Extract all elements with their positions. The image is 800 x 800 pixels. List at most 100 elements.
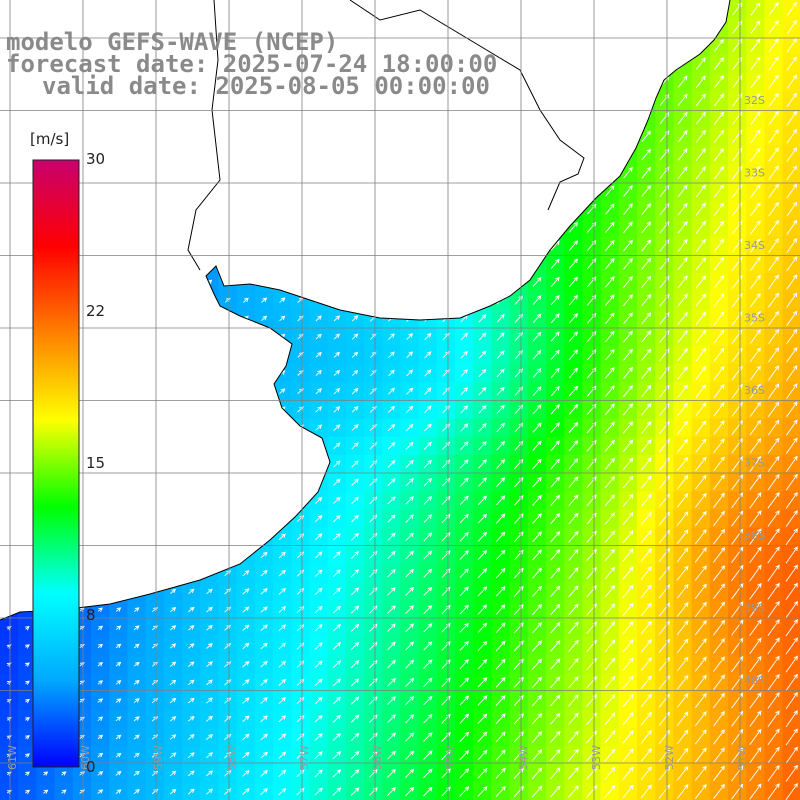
wind-arrow <box>768 38 779 53</box>
wind-arrow <box>477 622 488 633</box>
wind-arrow <box>314 496 323 504</box>
wind-arrow <box>640 693 652 708</box>
wind-arrow <box>350 660 360 669</box>
wind-arrow <box>61 771 67 776</box>
wind-arrow <box>495 749 506 761</box>
wind-arrow <box>786 237 798 253</box>
wind-arrow <box>314 787 323 796</box>
wind-arrow <box>423 750 433 760</box>
wind-arrow <box>97 716 104 722</box>
wind-arrow <box>622 584 634 598</box>
wind-arrow <box>333 496 341 504</box>
wind-arrow <box>622 621 634 635</box>
wind-arrow <box>713 710 725 727</box>
wind-arrow <box>767 692 780 709</box>
wind-arrow <box>767 655 780 673</box>
wind-arrow <box>622 439 634 452</box>
wind-arrow <box>641 366 652 380</box>
wind-arrow <box>713 729 725 745</box>
wind-arrow <box>97 680 104 685</box>
wind-arrow <box>750 238 761 253</box>
wind-arrow <box>460 423 469 432</box>
wind-arrow <box>224 661 232 668</box>
wind-arrow <box>351 442 359 450</box>
wind-arrow <box>640 675 652 690</box>
wind-arrow <box>749 564 762 582</box>
wind-arrow <box>786 110 798 126</box>
wind-arrow <box>405 696 415 706</box>
wind-arrow <box>550 476 561 488</box>
wind-arrow <box>767 600 780 618</box>
wind-arrow <box>677 166 688 179</box>
wind-arrow <box>224 751 232 759</box>
wind-arrow <box>170 661 177 667</box>
wind-arrow <box>604 403 615 416</box>
wind-arrow <box>133 752 140 758</box>
wind-arrow <box>368 732 378 742</box>
wind-arrow <box>387 441 396 450</box>
wind-arrow <box>641 221 652 234</box>
wind-arrow <box>767 546 780 564</box>
wind-arrow <box>695 57 706 70</box>
wind-arrow <box>623 239 633 252</box>
wind-arrow <box>477 640 488 652</box>
wind-arrow <box>333 406 341 413</box>
wind-arrow <box>531 731 543 743</box>
wind-arrow <box>477 731 488 743</box>
wind-arrow <box>278 787 287 796</box>
wind-arrow <box>749 728 762 745</box>
wind-arrow <box>550 531 561 543</box>
wind-arrow <box>749 710 762 727</box>
wind-arrow <box>695 148 706 161</box>
wind-arrow <box>532 276 542 287</box>
wind-arrow <box>296 569 305 577</box>
wind-arrow <box>676 656 689 672</box>
wind-arrow <box>514 477 524 488</box>
wind-arrow <box>622 457 634 471</box>
wind-arrow <box>640 584 652 599</box>
wind-arrow <box>677 239 688 252</box>
wind-arrow <box>350 787 360 796</box>
wind-arrow <box>640 639 652 653</box>
wind-arrow <box>786 310 798 326</box>
wind-arrow <box>187 770 195 777</box>
wind-arrow <box>605 312 615 324</box>
wind-arrow <box>477 659 488 670</box>
wind-arrow <box>477 695 488 706</box>
wind-arrow <box>568 585 579 598</box>
wind-arrow <box>786 147 798 162</box>
wind-arrow <box>714 75 724 89</box>
wind-arrow <box>568 367 579 379</box>
wind-arrow <box>768 219 779 235</box>
wind-arrow <box>767 728 780 746</box>
wind-arrow <box>224 679 232 686</box>
wind-arrow <box>133 698 140 704</box>
wind-arrow <box>43 789 49 794</box>
wind-arrow <box>351 351 359 358</box>
wind-arrow <box>332 660 341 669</box>
wind-arrow <box>459 731 470 743</box>
wind-arrow <box>423 477 433 487</box>
wind-arrow <box>640 439 652 453</box>
wind-arrow <box>315 351 322 358</box>
wind-arrow <box>115 643 122 649</box>
wind-arrow <box>188 643 195 649</box>
wind-arrow <box>495 567 506 579</box>
wind-arrow <box>568 313 579 324</box>
wind-arrow <box>478 423 487 433</box>
wind-arrow <box>786 56 797 71</box>
wind-arrow <box>694 547 707 563</box>
wind-arrow <box>477 713 488 724</box>
wind-arrow <box>278 678 287 686</box>
wind-arrow <box>532 331 542 342</box>
wind-arrow <box>169 716 177 722</box>
wind-arrow <box>622 403 634 416</box>
wind-arrow <box>550 603 561 616</box>
wind-arrow <box>750 111 761 125</box>
wind-arrow <box>677 275 688 289</box>
wind-arrow <box>694 747 707 763</box>
wind-arrow <box>441 586 451 597</box>
wind-arrow <box>315 388 322 395</box>
wind-arrow <box>441 622 451 633</box>
